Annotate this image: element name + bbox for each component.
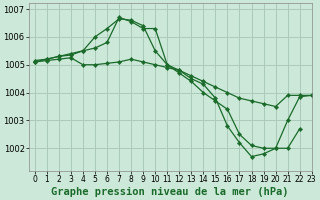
X-axis label: Graphe pression niveau de la mer (hPa): Graphe pression niveau de la mer (hPa) <box>52 186 289 197</box>
